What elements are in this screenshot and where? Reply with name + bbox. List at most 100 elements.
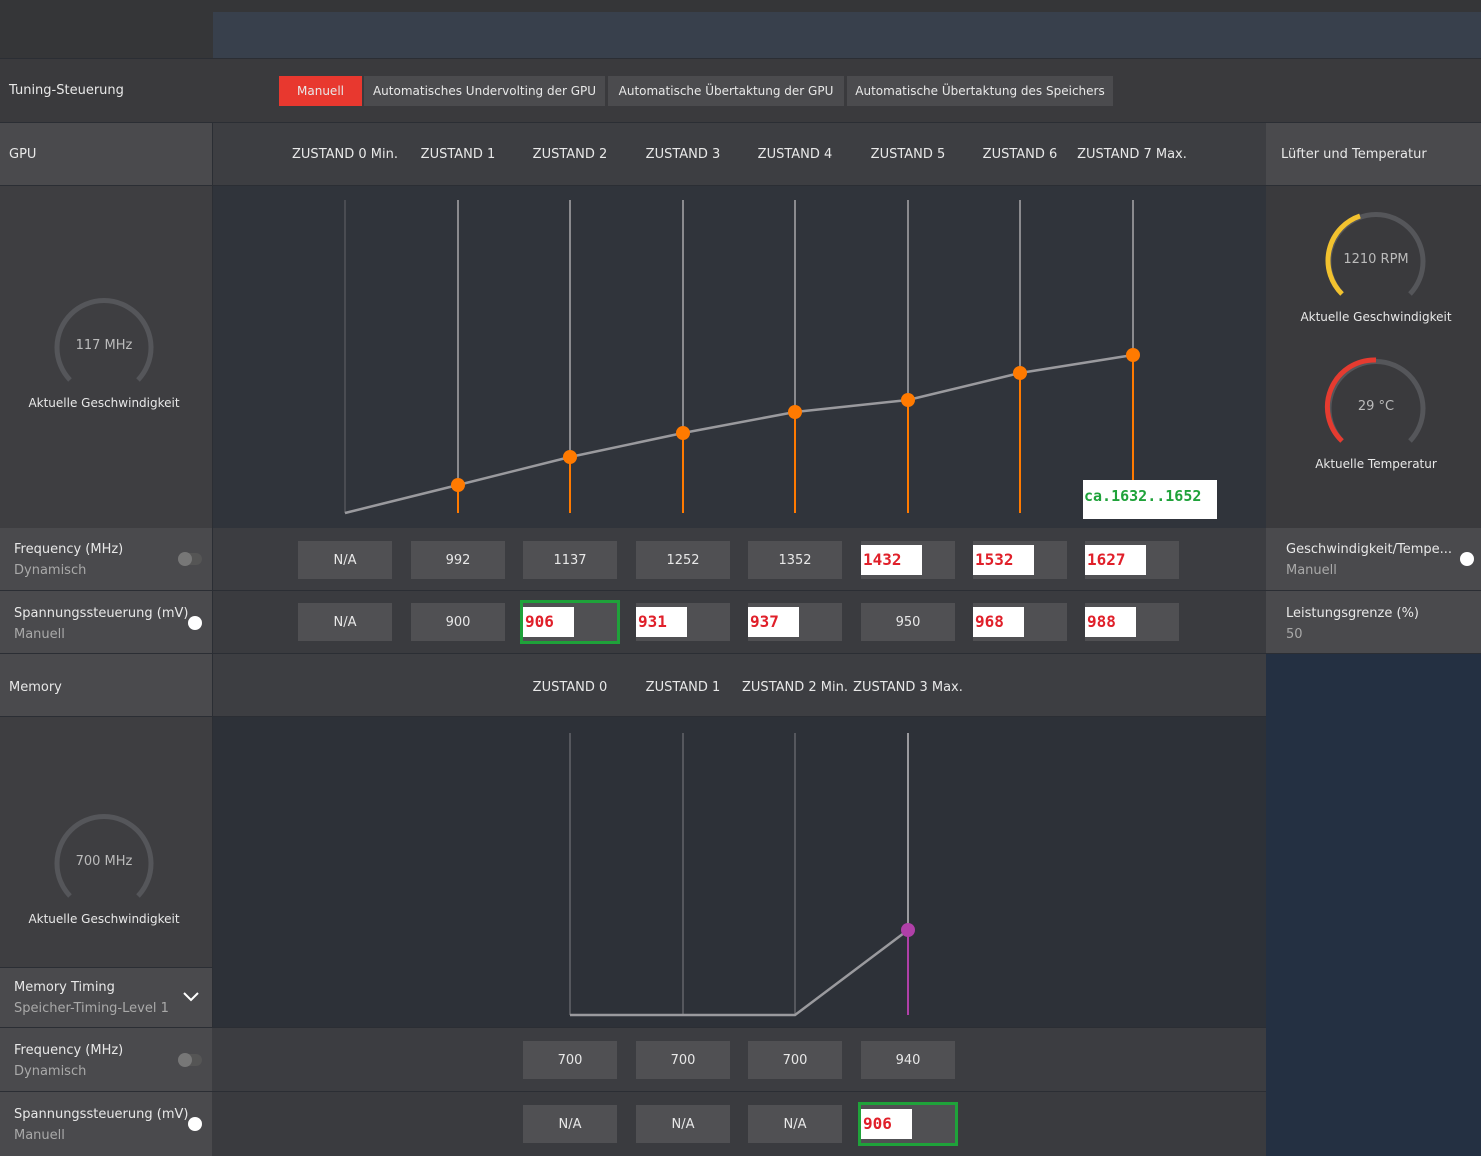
state-label: ZUSTAND 0 [532, 680, 608, 695]
mem-curve [570, 929, 909, 1017]
gauge-value: 29 °C [1357, 399, 1395, 414]
edited-value: 1432 [861, 545, 922, 575]
timing-panel[interactable] [0, 968, 212, 1027]
label: Spannungssteuerung (mV) [14, 606, 189, 621]
toggle[interactable] [178, 552, 202, 566]
value-cell: 1627 [1085, 541, 1179, 579]
speed-temp-panel [1266, 528, 1481, 590]
state-label: ZUSTAND 2 [532, 147, 608, 162]
mem-label: Memory [9, 680, 62, 695]
state-label: ZUSTAND 3 Max. [853, 680, 963, 695]
mem-header [213, 654, 1266, 716]
tab[interactable]: Automatische Übertaktung der GPU [608, 76, 844, 106]
toggle[interactable] [188, 616, 202, 630]
gpu-graph-bg [213, 186, 1266, 528]
value: 50 [1286, 627, 1303, 642]
toggle[interactable] [188, 1117, 202, 1131]
mem-graph-bg [213, 717, 1266, 1027]
label: Frequency (MHz) [14, 1043, 124, 1058]
state-label: ZUSTAND 0 Min. [292, 147, 398, 162]
fan-header [1266, 123, 1481, 185]
gauge-value: 1210 RPM [1343, 252, 1409, 267]
state-label: ZUSTAND 4 [757, 147, 833, 162]
value-cell: 950 [861, 603, 955, 641]
value-cell: 992 [411, 541, 505, 579]
value-cell: 906 [858, 1102, 958, 1146]
chevron[interactable] [183, 992, 199, 1002]
state-label: ZUSTAND 1 [420, 147, 496, 162]
edited-value: 906 [523, 607, 574, 637]
edited-value: 906 [861, 1109, 912, 1139]
fan-panel [1266, 186, 1481, 528]
gauge-label: Aktuelle Geschwindigkeit [28, 396, 180, 410]
tab[interactable]: Automatische Übertaktung des Speichers [847, 76, 1113, 106]
edited-value: 988 [1085, 607, 1136, 637]
state-label: ZUSTAND 3 [645, 147, 721, 162]
label: Leistungsgrenze (%) [1286, 606, 1419, 621]
timing-label: Memory Timing [14, 980, 115, 995]
state-lines [344, 200, 1134, 513]
value-cell: 937 [748, 603, 842, 641]
value-cell: 1352 [748, 541, 842, 579]
edited-value: 931 [636, 607, 687, 637]
power-panel [1266, 591, 1481, 653]
gauge-value: 117 MHz [75, 338, 133, 353]
gauge-fill [1325, 213, 1361, 296]
toggle[interactable] [178, 1053, 202, 1067]
freq-label-panel [0, 528, 212, 590]
value-cell: 940 [861, 1041, 955, 1079]
gauge [54, 814, 154, 898]
state-label: ZUSTAND 6 [982, 147, 1058, 162]
gauge-value: 700 MHz [75, 854, 133, 869]
tab[interactable]: Manuell [279, 76, 362, 106]
mode: Manuell [14, 627, 65, 642]
fan-label: Lüfter und Temperatur [1281, 147, 1427, 162]
point[interactable] [1126, 348, 1140, 362]
value-cell: 988 [1085, 603, 1179, 641]
value-cell: 1432 [861, 541, 955, 579]
tuning-label: Tuning-Steuerung [9, 83, 124, 98]
value-cell: 700 [636, 1041, 730, 1079]
point[interactable] [563, 450, 577, 464]
gauge-label: Aktuelle Geschwindigkeit [28, 912, 180, 926]
state-points [451, 348, 1140, 492]
value-cell: N/A [523, 1105, 617, 1143]
mode: Manuell [14, 1128, 65, 1143]
tab[interactable]: Automatisches Undervolting der GPU [364, 76, 605, 106]
blurred-right [1266, 654, 1481, 1156]
volt-label-panel [0, 591, 212, 653]
toggle[interactable] [1460, 552, 1474, 566]
value-cell: 900 [411, 603, 505, 641]
point[interactable] [451, 478, 465, 492]
label: Frequency (MHz) [14, 542, 124, 557]
edited-value: 1627 [1085, 545, 1146, 575]
point[interactable] [788, 405, 802, 419]
value-cell: 906 [520, 600, 620, 644]
curve [344, 353, 1134, 515]
value-cell: 1532 [973, 541, 1067, 579]
value-cell: 700 [748, 1041, 842, 1079]
label: Spannungssteuerung (mV) [14, 1107, 189, 1122]
gpu-label: GPU [9, 147, 37, 162]
value-cell: N/A [748, 1105, 842, 1143]
point[interactable] [901, 393, 915, 407]
blurred-nav [213, 12, 1481, 58]
gpu-speed-panel [0, 186, 212, 528]
point[interactable] [676, 426, 690, 440]
gauge-label: Aktuelle Geschwindigkeit [1300, 310, 1452, 324]
value-cell: 931 [636, 603, 730, 641]
edited-value: 968 [973, 607, 1024, 637]
label-panel [0, 1028, 212, 1091]
point[interactable] [1013, 366, 1027, 380]
label-panel [0, 1092, 212, 1156]
label: Geschwindigkeit/Tempe... [1286, 542, 1453, 557]
state-label: ZUSTAND 5 [870, 147, 946, 162]
point[interactable] [901, 923, 915, 937]
gauge [54, 298, 154, 382]
value-cell: 700 [523, 1041, 617, 1079]
value-cell: N/A [636, 1105, 730, 1143]
timing-value: Speicher-Timing-Level 1 [14, 1001, 169, 1016]
edited-value: 937 [748, 607, 799, 637]
